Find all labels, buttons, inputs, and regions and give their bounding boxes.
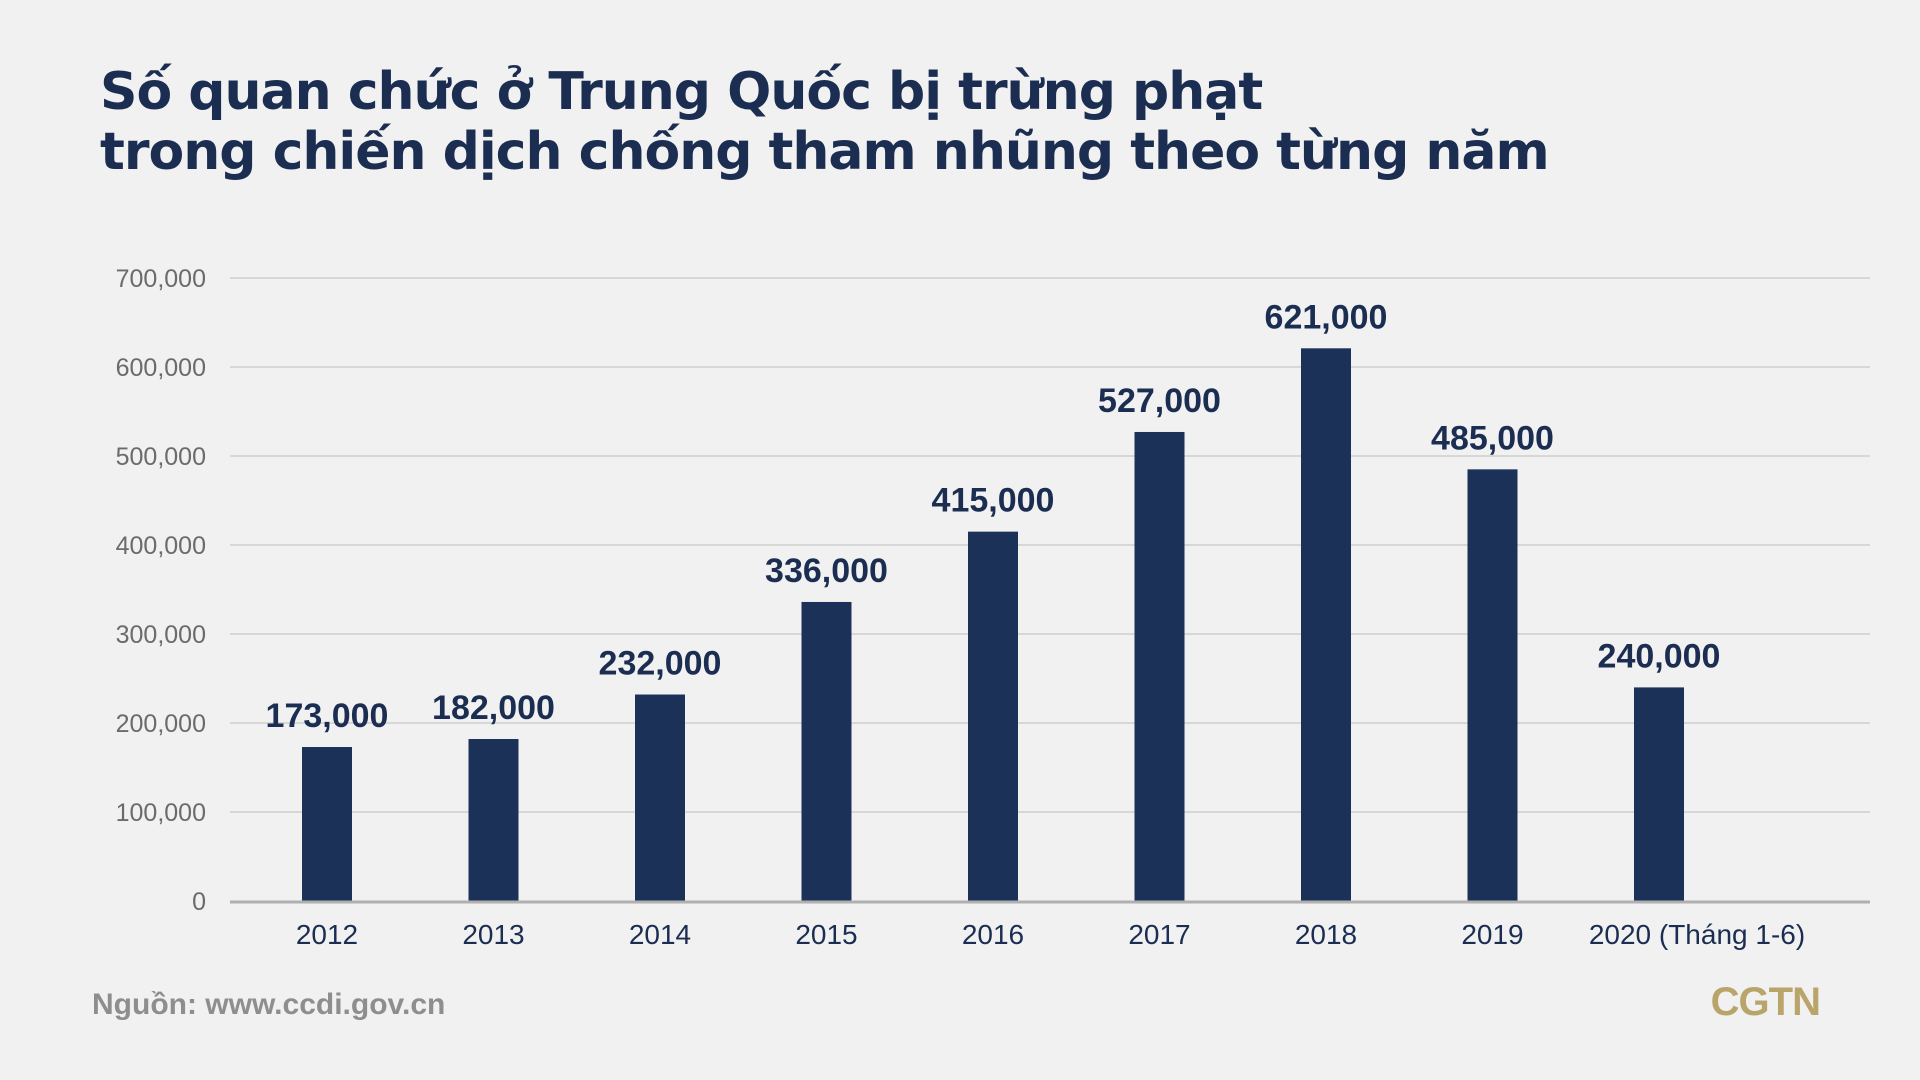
data-label: 621,000 (1265, 298, 1388, 336)
x-tick-label: 2016 (962, 919, 1024, 950)
y-tick-label: 400,000 (116, 532, 206, 560)
chart-title-line-1: Số quan chức ở Trung Quốc bị trừng phạt (100, 62, 1263, 122)
data-label: 182,000 (432, 689, 555, 727)
data-label: 232,000 (599, 645, 722, 683)
data-label: 240,000 (1598, 637, 1721, 675)
data-label: 336,000 (765, 552, 888, 590)
y-tick-label: 200,000 (116, 710, 206, 738)
x-tick-label: 2018 (1295, 919, 1357, 950)
source-note: Nguồn: www.ccdi.gov.cn (92, 988, 446, 1021)
chart-title: Số quan chức ở Trung Quốc bị trừng phạt … (100, 62, 1550, 182)
data-label: 527,000 (1098, 382, 1221, 420)
bar (1467, 469, 1518, 901)
x-tick-label: 2017 (1128, 919, 1190, 950)
x-tick-label: 2020 (Tháng 1-6) (1589, 919, 1805, 950)
data-label: 173,000 (266, 697, 389, 735)
bar (1634, 687, 1684, 901)
x-tick-label: 2015 (795, 919, 857, 950)
y-tick-label: 100,000 (116, 799, 206, 827)
y-tick-label: 700,000 (116, 265, 206, 293)
x-tick-label: 2019 (1461, 919, 1523, 950)
data-label: 415,000 (932, 482, 1055, 520)
y-tick-label: 300,000 (116, 621, 206, 649)
bar (302, 747, 352, 901)
bar (1301, 348, 1351, 901)
data-label: 485,000 (1431, 419, 1554, 457)
cgtn-logo: CGTN (1710, 980, 1821, 1024)
bar (1134, 431, 1185, 901)
y-tick-label: 500,000 (116, 443, 206, 471)
chart-title-line-2: trong chiến dịch chống tham nhũng theo t… (100, 122, 1550, 182)
x-tick-label: 2014 (629, 919, 691, 950)
y-tick-label: 600,000 (116, 354, 206, 382)
x-tick-label: 2012 (296, 919, 358, 950)
bar (468, 739, 519, 901)
bar (635, 694, 685, 901)
bar (968, 531, 1018, 901)
x-tick-label: 2013 (462, 919, 524, 950)
bar (801, 601, 852, 901)
y-tick-label: 0 (192, 888, 206, 916)
